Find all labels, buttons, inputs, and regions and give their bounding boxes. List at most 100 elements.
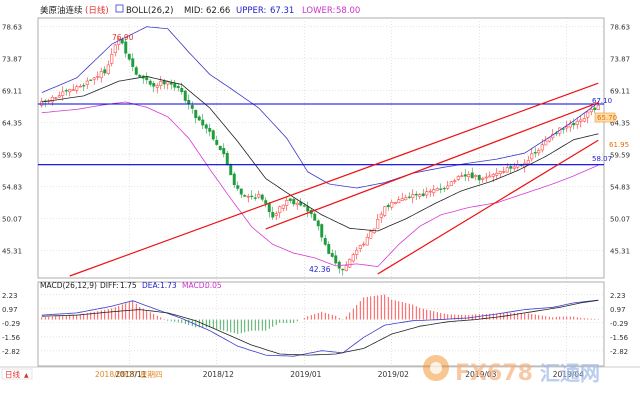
price-y-tick-label-right: 54.83 xyxy=(610,183,630,191)
candle-body xyxy=(306,206,310,212)
candle-body xyxy=(512,166,516,169)
trend-channel-line xyxy=(377,139,599,275)
candle-body xyxy=(89,79,93,81)
macd-y-tick-label-left: -2.82 xyxy=(2,348,20,356)
candle-body xyxy=(365,236,369,246)
candle-body xyxy=(113,44,117,53)
macd-y-tick-label-right: -2.82 xyxy=(610,348,628,356)
candle-body xyxy=(78,86,82,88)
price-y-tick-label-right: 50.07 xyxy=(610,215,630,223)
candle-body xyxy=(145,76,149,81)
macd-diff-value: 1.75 xyxy=(120,281,137,290)
period-label: 日线 xyxy=(5,369,20,379)
candle-body xyxy=(120,39,124,44)
price-y-tick-label-left: 54.83 xyxy=(2,183,22,191)
candle-body xyxy=(330,253,334,257)
line-5807-label: 58.07 xyxy=(592,155,612,163)
candle-body xyxy=(222,147,226,155)
candle-body xyxy=(533,152,537,154)
cursor-date: 2018/09/27 xyxy=(95,370,138,379)
candle-body xyxy=(544,140,548,146)
candle-body xyxy=(334,255,338,264)
candle-body xyxy=(456,176,460,180)
fx678-logo-inner-icon xyxy=(430,362,442,374)
candle-body xyxy=(460,175,464,177)
price-tag-box xyxy=(594,112,616,123)
candle-body xyxy=(491,174,495,177)
candle-body xyxy=(344,265,348,272)
candle-body xyxy=(201,119,205,126)
macd-diff-line xyxy=(41,299,599,357)
candle-body xyxy=(302,205,306,207)
candle-body xyxy=(593,107,597,110)
x-tick-label: 2019/01 xyxy=(290,370,321,379)
price-y-tick-label-left: 73.87 xyxy=(2,56,22,64)
candle-body xyxy=(572,122,576,126)
period-button[interactable] xyxy=(1,368,33,380)
candle-body xyxy=(64,90,68,92)
candle-body xyxy=(257,194,261,198)
high-annotation: 76.90 xyxy=(112,33,134,42)
candle-body xyxy=(355,249,359,255)
candle-body xyxy=(134,67,138,75)
candle-body xyxy=(152,83,156,87)
candle-body xyxy=(442,187,446,190)
candle-body xyxy=(61,91,65,96)
candle-body xyxy=(316,220,320,227)
candle-body xyxy=(169,82,173,85)
boll-lower-label: LOWER: xyxy=(302,6,335,16)
candle-body xyxy=(218,145,222,151)
candle-body xyxy=(215,140,219,145)
candle-body xyxy=(488,175,492,178)
candle-body xyxy=(397,199,401,204)
x-tick-label: 2018/12 xyxy=(203,370,234,379)
candle-body xyxy=(75,86,79,91)
candle-body xyxy=(404,197,408,201)
x-tick-label: 2018/11 xyxy=(115,370,146,379)
candle-body xyxy=(131,58,135,67)
boll-checkbox-icon[interactable] xyxy=(115,4,124,13)
price-y-tick-label-left: 50.07 xyxy=(2,215,22,223)
candle-body xyxy=(246,196,250,198)
candle-body xyxy=(421,193,425,196)
macd-y-tick-label-right: -0.29 xyxy=(610,320,628,328)
candle-body xyxy=(99,71,103,78)
candle-body xyxy=(579,119,583,122)
candle-body xyxy=(281,204,285,209)
period-dropdown-icon[interactable]: ▲ xyxy=(24,372,29,379)
candle-body xyxy=(407,196,411,198)
candle-body xyxy=(40,100,44,106)
boll-mid-label: MID: xyxy=(184,6,203,16)
candle-body xyxy=(253,197,257,199)
candle-body xyxy=(127,53,131,60)
candle-body xyxy=(267,203,271,213)
candle-body xyxy=(211,130,215,140)
candle-body xyxy=(351,254,355,262)
axes: 78.63 78.63 73.87 73.87 69.11 69.11 64.35 64.35… xyxy=(2,24,630,379)
candle-body xyxy=(204,124,208,129)
candle-body xyxy=(537,150,541,154)
candle-body xyxy=(348,259,352,268)
candle-body xyxy=(323,238,327,245)
macd-series xyxy=(41,294,599,357)
x-tick-label: 2019/04 xyxy=(553,370,584,379)
macd-y-tick-label-left: 0.97 xyxy=(2,306,18,314)
candle-body xyxy=(467,174,471,177)
price-y-tick-label-right: 78.63 xyxy=(610,24,630,32)
macd-y-tick-label-left: 2.23 xyxy=(2,292,18,300)
chart-title: 美原油连续 xyxy=(40,5,83,16)
candle-body xyxy=(148,80,152,85)
candle-body xyxy=(505,167,509,173)
candle-body xyxy=(596,105,600,110)
boll-upper-value: 67.31 xyxy=(270,6,294,16)
boll-label: BOLL(26,2) xyxy=(126,6,173,16)
candle-body xyxy=(313,213,317,221)
price-y-tick-label-left: 69.11 xyxy=(2,87,22,95)
candle-body xyxy=(180,88,184,93)
price-tag: 65.70 xyxy=(597,114,617,122)
macd-dea-line xyxy=(41,299,599,356)
price-y-tick-label-right: 59.59 xyxy=(610,151,630,159)
price-y-tick-label-right: 69.11 xyxy=(610,87,630,95)
boll-upper-line xyxy=(41,26,599,189)
